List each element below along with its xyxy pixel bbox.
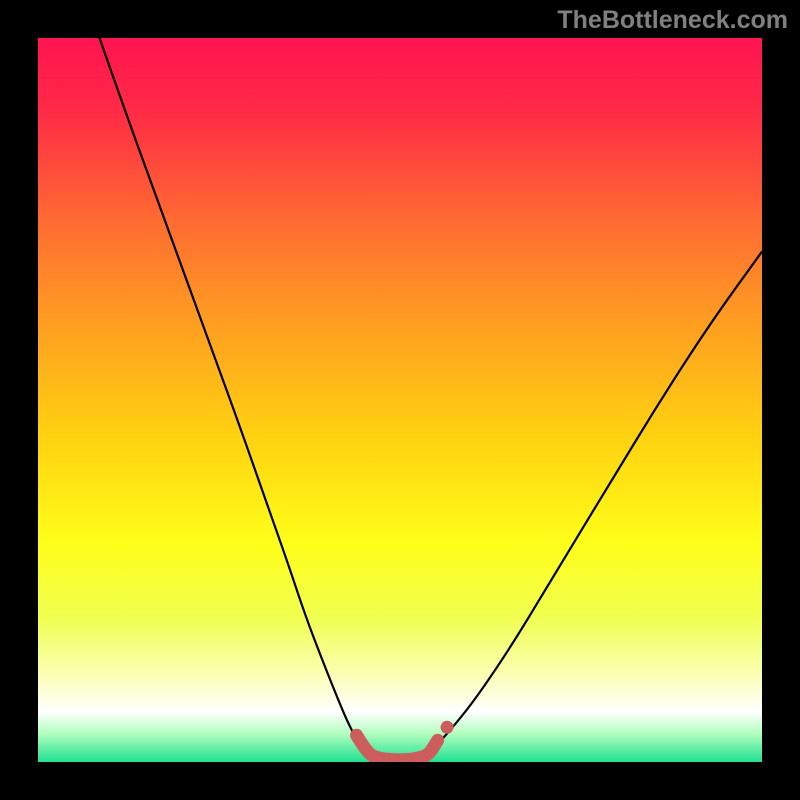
plot-area bbox=[38, 38, 762, 762]
chart-svg bbox=[38, 38, 762, 762]
marker-dot bbox=[441, 721, 454, 734]
gradient-background bbox=[38, 38, 762, 762]
watermark-text: TheBottleneck.com bbox=[557, 6, 788, 35]
